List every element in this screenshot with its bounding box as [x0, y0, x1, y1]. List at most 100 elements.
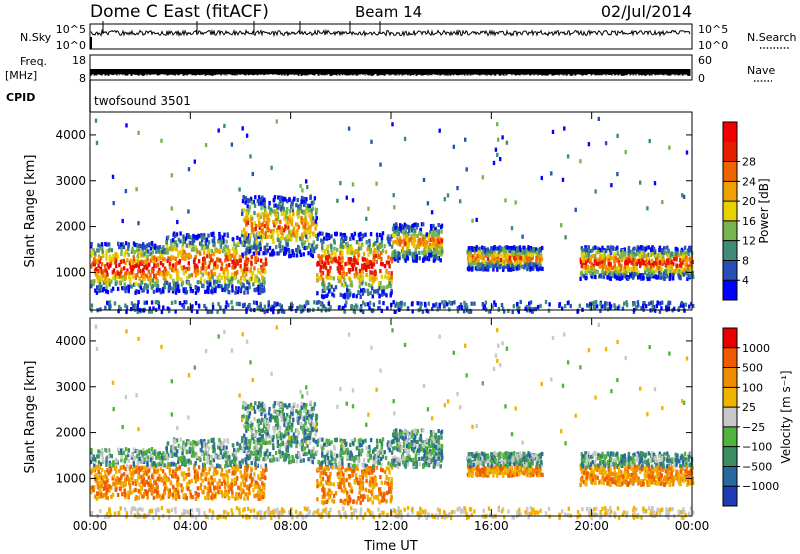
power-cell [258, 221, 261, 226]
velocity-cell [219, 448, 223, 453]
power-cell [334, 251, 337, 256]
ground-scatter-cell [637, 303, 640, 308]
sparse-echo-cell [187, 209, 190, 214]
power-cell [269, 207, 273, 212]
power-cell [625, 257, 628, 262]
power-cell [378, 254, 381, 259]
velocity-cell [243, 444, 246, 449]
power-cell [496, 246, 499, 251]
power-cell [291, 199, 294, 204]
power-cell [662, 254, 665, 259]
ground-scatter-cell [298, 304, 302, 309]
velocity-cell [112, 481, 115, 486]
power-cell [163, 268, 166, 274]
ground-scatter-cell [345, 300, 348, 305]
power-cell [616, 265, 619, 271]
power-cell [396, 250, 399, 255]
power-cell [225, 263, 228, 268]
power-cell [667, 252, 670, 257]
velocity-cell [258, 494, 261, 499]
power-cell [93, 279, 96, 284]
power-cell [673, 269, 677, 274]
velocity-cell [149, 452, 153, 457]
power-cell [250, 221, 253, 226]
power-cell [206, 254, 209, 259]
power-cell [143, 265, 146, 270]
power-cell [372, 250, 376, 255]
power-cell [283, 212, 286, 217]
colorbar-tick-label: 4 [742, 274, 749, 287]
power-cell [108, 242, 111, 247]
ground-scatter-cell [566, 300, 570, 306]
ground-scatter-cell [682, 305, 685, 310]
power-cell [350, 267, 353, 272]
power-cell [660, 272, 663, 277]
power-cell [361, 233, 365, 238]
power-cell [642, 246, 646, 251]
power-cell [497, 249, 501, 255]
power-cell [226, 269, 229, 274]
power-cell [161, 249, 164, 254]
velocity-cell [156, 489, 159, 494]
power-cell [203, 233, 206, 238]
velocity-cell [168, 471, 172, 477]
power-cell [428, 252, 431, 258]
ground-scatter-cell [183, 300, 186, 305]
power-cell [159, 270, 162, 276]
sparse-echo-cell [661, 200, 664, 205]
ground-scatter-cell [266, 308, 269, 314]
velocity-cell [104, 447, 107, 453]
power-cell [473, 251, 477, 256]
power-cell [220, 275, 223, 280]
velocity-cell [220, 472, 223, 477]
power-cell [220, 266, 223, 271]
ground-scatter-cell [366, 302, 370, 307]
power-cell [494, 252, 497, 257]
velocity-cell [164, 484, 167, 489]
power-cell [195, 248, 199, 253]
power-cell [611, 273, 614, 278]
power-cell [139, 249, 143, 254]
power-cell [581, 258, 585, 263]
power-cell [276, 229, 279, 234]
power-cell [108, 257, 112, 262]
velocity-cell [158, 494, 161, 499]
power-cell [668, 255, 672, 260]
power-cell [272, 209, 276, 214]
power-cell [470, 262, 473, 267]
power-cell [255, 278, 258, 283]
power-cell [659, 255, 662, 261]
velocity-cell [140, 486, 144, 491]
power-cell [241, 199, 245, 204]
power-cell [499, 251, 502, 256]
power-cell [234, 254, 237, 259]
power-cell [256, 234, 259, 239]
power-cell [226, 247, 229, 252]
power-cell [338, 256, 341, 261]
power-cell [242, 283, 245, 288]
power-cell [272, 228, 275, 233]
power-cell [338, 261, 341, 266]
power-cell [496, 264, 499, 270]
power-cell [331, 259, 334, 264]
power-cell [314, 226, 317, 231]
velocity-cell [90, 459, 93, 464]
power-cell [351, 258, 354, 263]
power-cell [243, 269, 246, 275]
power-cell [194, 273, 197, 278]
power-colorbar-label: Power [dB] [757, 178, 771, 243]
power-cell [509, 267, 512, 272]
velocity-cell [174, 487, 177, 492]
power-cell [393, 233, 396, 238]
velocity-cell [259, 476, 262, 482]
power-cell [280, 211, 284, 216]
power-cell [248, 198, 251, 203]
power-cell [259, 214, 263, 219]
power-cell [249, 268, 252, 273]
power-cell [433, 257, 437, 262]
velocity-cell [152, 495, 156, 500]
power-cell [490, 249, 494, 254]
power-cell [436, 238, 439, 243]
power-cell [117, 241, 120, 246]
ground-scatter-cell [227, 303, 230, 308]
